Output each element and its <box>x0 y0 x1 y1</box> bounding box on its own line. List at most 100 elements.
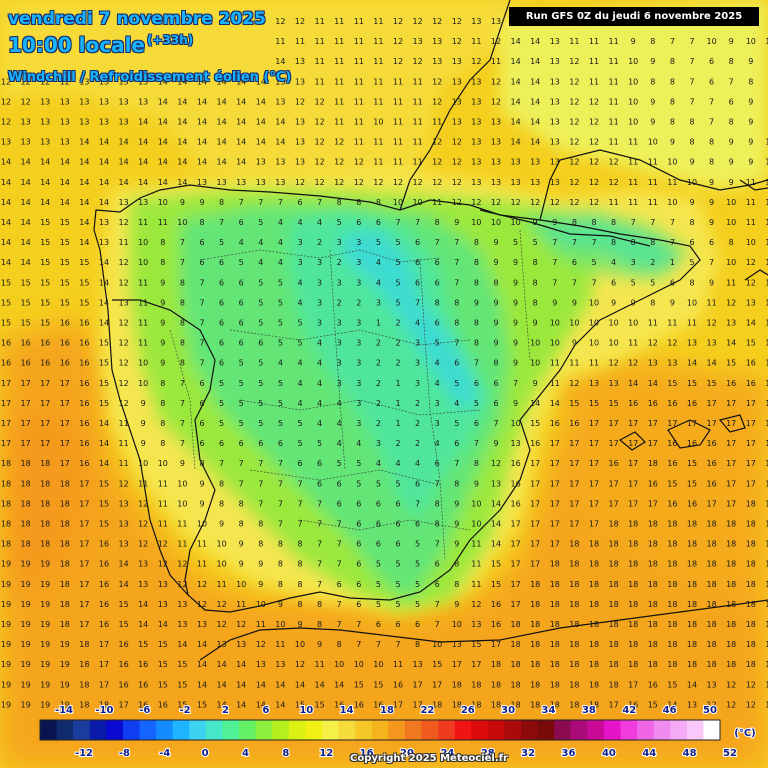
grid-value: 8 <box>258 520 263 529</box>
grid-value: 8 <box>337 640 342 649</box>
grid-value: 18 <box>530 580 540 589</box>
grid-value: 16 <box>21 339 31 348</box>
grid-value: 9 <box>709 198 714 207</box>
grid-value: 18 <box>628 520 638 529</box>
grid-value: 18 <box>648 560 658 569</box>
forecast-date: vendredi 7 novembre 2025 <box>8 9 266 29</box>
grid-value: 15 <box>99 479 109 488</box>
grid-value: 19 <box>40 600 50 609</box>
grid-value: 17 <box>413 680 423 689</box>
grid-value: 11 <box>746 178 756 187</box>
grid-value: 15 <box>21 278 31 287</box>
grid-value: 13 <box>491 17 501 26</box>
grid-value: 10 <box>765 158 768 167</box>
grid-value: 10 <box>413 198 423 207</box>
grid-value: 2 <box>376 359 381 368</box>
grid-value: 14 <box>295 680 305 689</box>
grid-value: 13 <box>746 298 756 307</box>
grid-value: 18 <box>746 560 756 569</box>
grid-value: 9 <box>493 319 498 328</box>
grid-value: 9 <box>219 520 224 529</box>
grid-value: 11 <box>158 218 168 227</box>
grid-value: 18 <box>687 600 697 609</box>
legend-bottom-label: 44 <box>642 748 656 759</box>
grid-value: 15 <box>177 680 187 689</box>
grid-value: 8 <box>454 560 459 569</box>
grid-value: 18 <box>511 640 521 649</box>
grid-value: 7 <box>180 238 185 247</box>
grid-value: 9 <box>513 339 518 348</box>
grid-value: 8 <box>199 218 204 227</box>
grid-value: 13 <box>295 158 305 167</box>
grid-value: 11 <box>138 339 148 348</box>
grid-value: 9 <box>513 399 518 408</box>
grid-value: 12 <box>569 198 579 207</box>
grid-value: 4 <box>435 359 440 368</box>
grid-value: 7 <box>239 198 244 207</box>
grid-value: 14 <box>491 499 501 508</box>
grid-value: 15 <box>177 700 187 709</box>
legend-bottom-label: 0 <box>202 748 209 759</box>
grid-value: 18 <box>60 479 70 488</box>
grid-value: 12 <box>491 77 501 86</box>
grid-value: 3 <box>415 379 420 388</box>
grid-value: 17 <box>79 600 89 609</box>
grid-value: 11 <box>628 158 638 167</box>
grid-value: 8 <box>611 238 616 247</box>
grid-value: 8 <box>572 218 577 227</box>
grid-value: 17 <box>746 419 756 428</box>
legend-swatch <box>255 720 273 740</box>
grid-value: 13 <box>99 77 109 86</box>
grid-value: 9 <box>513 359 518 368</box>
grid-value: 14 <box>491 520 501 529</box>
grid-value: 12 <box>609 359 619 368</box>
grid-value: 10 <box>511 419 521 428</box>
forecast-time: 10:00 locale (+33h) <box>8 33 193 57</box>
grid-value: 9 <box>258 580 263 589</box>
grid-value: 9 <box>493 238 498 247</box>
grid-value: 14 <box>687 359 697 368</box>
grid-value: 8 <box>709 158 714 167</box>
grid-value: 18 <box>452 700 462 709</box>
grid-value: 8 <box>709 138 714 147</box>
grid-value: 16 <box>550 419 560 428</box>
grid-value: 19 <box>40 700 50 709</box>
grid-value: 18 <box>589 600 599 609</box>
grid-value: 9 <box>474 298 479 307</box>
grid-value: 7 <box>219 218 224 227</box>
grid-value: 6 <box>395 499 400 508</box>
grid-value: 16 <box>726 379 736 388</box>
grid-value: 14 <box>1 238 11 247</box>
grid-value: 14 <box>21 258 31 267</box>
grid-value: 5 <box>591 258 596 267</box>
grid-value: 11 <box>315 17 325 26</box>
grid-value: 7 <box>356 640 361 649</box>
grid-value: 18 <box>648 580 658 589</box>
grid-value: 12 <box>315 138 325 147</box>
grid-value: 17 <box>726 419 736 428</box>
grid-value: 18 <box>765 560 768 569</box>
grid-value: 4 <box>376 258 381 267</box>
grid-value: 10 <box>471 499 481 508</box>
grid-value: 17 <box>550 479 560 488</box>
grid-value: 5 <box>395 258 400 267</box>
grid-value: 13 <box>79 118 89 127</box>
grid-value: 17 <box>511 560 521 569</box>
grid-value: 14 <box>648 379 658 388</box>
grid-value: 10 <box>569 319 579 328</box>
grid-value: 10 <box>609 339 619 348</box>
grid-value: 14 <box>138 178 148 187</box>
grid-value: 5 <box>297 319 302 328</box>
grid-value: 18 <box>550 680 560 689</box>
grid-value: 15 <box>21 298 31 307</box>
grid-value: 11 <box>373 17 383 26</box>
grid-value: 6 <box>297 198 302 207</box>
grid-value: 10 <box>746 37 756 46</box>
grid-value: 10 <box>707 37 717 46</box>
grid-value: 12 <box>726 700 736 709</box>
grid-value: 14 <box>197 118 207 127</box>
grid-value: 7 <box>337 520 342 529</box>
grid-value: 12 <box>315 178 325 187</box>
grid-value: 16 <box>667 499 677 508</box>
grid-value: 14 <box>99 439 109 448</box>
